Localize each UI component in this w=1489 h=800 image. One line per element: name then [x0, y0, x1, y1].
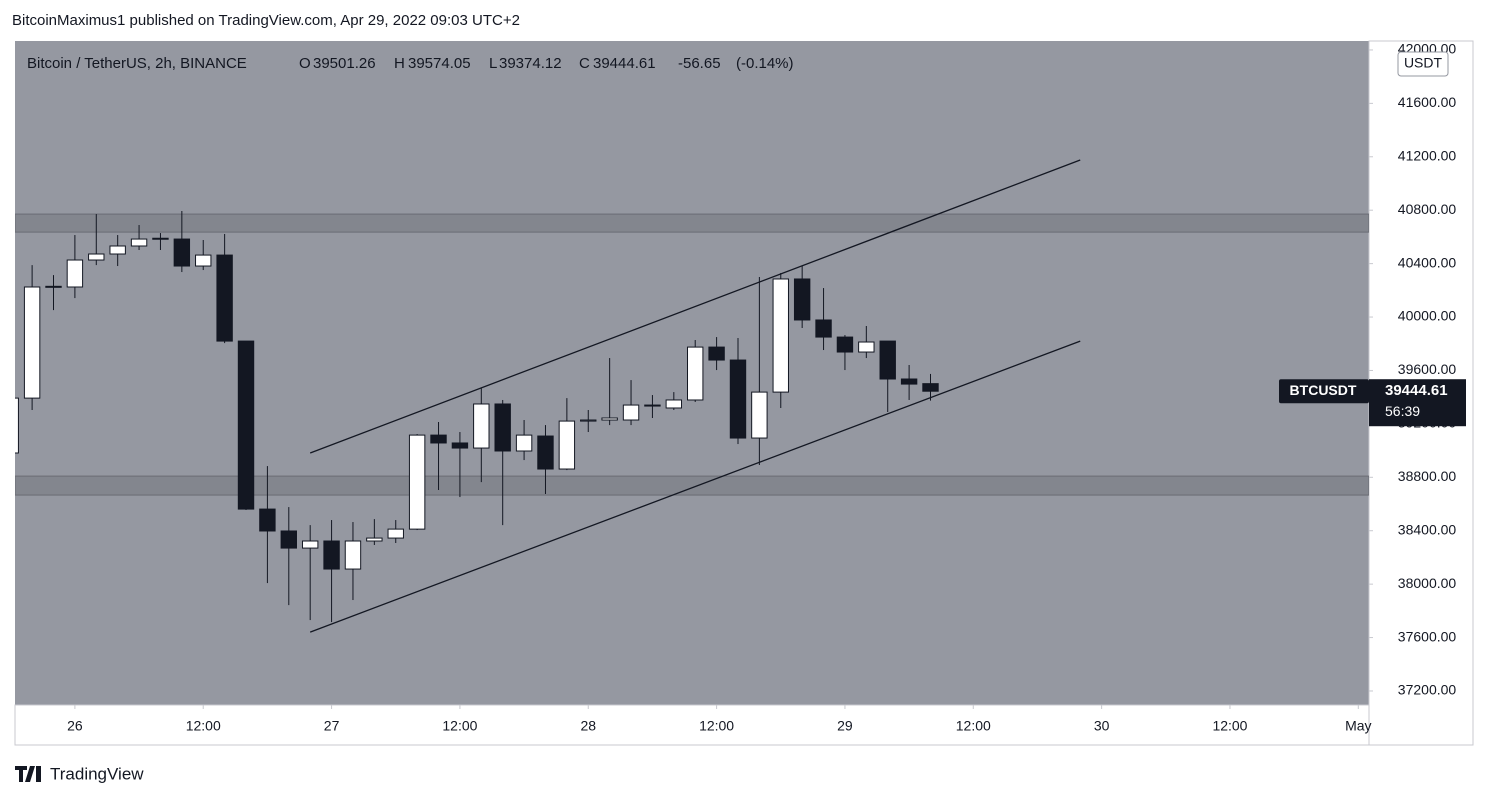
legend-change-percent: (-0.14%): [736, 55, 794, 72]
candle-body: [66, 259, 84, 288]
legend-value: 39444.61: [593, 55, 656, 72]
candle-body: [473, 403, 490, 449]
countdown-label: 56:39: [1385, 403, 1420, 419]
candle-body: [387, 528, 404, 539]
legend-symbol: Bitcoin / TetherUS, 2h, BINANCE: [27, 55, 247, 72]
y-tick-label: 40000.00: [1398, 308, 1457, 324]
candle-body: [515, 434, 533, 452]
ticker-label: BTCUSDT: [1290, 382, 1357, 398]
candle-body: [622, 404, 640, 421]
axes: 37200.00 37600.00 38000.00 38400.00 38800.00…: [27, 41, 1466, 734]
currency-label: USDT: [1404, 55, 1443, 71]
x-tick-label: 12:00: [699, 718, 734, 734]
candle-body: [109, 245, 126, 255]
candle-body: [708, 346, 725, 361]
legend: Bitcoin / TetherUS, 2h, BINANCE O 39501.26…: [27, 55, 794, 72]
channel-line: [309, 159, 1081, 454]
x-tick-label: 12:00: [186, 718, 221, 734]
legend-value: 39574.05: [408, 55, 471, 72]
legend-change: -56.65: [678, 55, 721, 72]
candle-body: [858, 341, 875, 353]
y-tick-label: 39600.00: [1398, 361, 1457, 377]
candle-body: [301, 540, 319, 549]
y-tick-label: 38800.00: [1398, 468, 1457, 484]
x-tick-label: May: [1345, 718, 1371, 734]
candle-body: [280, 530, 297, 549]
y-tick-label: 41200.00: [1398, 147, 1457, 163]
candle-body: [558, 420, 576, 470]
footer-brand: TradingView: [50, 764, 144, 783]
candle-body: [729, 359, 747, 439]
candle-body: [237, 340, 255, 510]
x-tick-label: 12:00: [442, 718, 477, 734]
footer-logo: TradingView: [15, 764, 144, 783]
price-box: [1369, 379, 1466, 427]
candle-body: [922, 383, 939, 392]
ticker-box: [1279, 379, 1369, 404]
candle-body: [815, 319, 832, 338]
candle-body: [88, 253, 105, 261]
candle-body: [537, 435, 554, 470]
y-tick-label: 37600.00: [1398, 628, 1457, 644]
candle-body: [644, 404, 661, 407]
candle-body: [15, 397, 19, 454]
candle-body: [344, 540, 362, 570]
x-tick-label: 27: [324, 718, 340, 734]
x-tick-label: 12:00: [1212, 718, 1247, 734]
plot: [15, 159, 1369, 633]
candle-body: [259, 508, 276, 532]
y-tick-label: 38400.00: [1398, 521, 1457, 537]
candle-body: [900, 378, 918, 385]
x-tick-label: 12:00: [956, 718, 991, 734]
x-tick-label: 29: [837, 718, 853, 734]
candle-body: [195, 254, 212, 267]
candle-body: [323, 540, 340, 570]
candle-body: [408, 434, 426, 530]
candle-body: [45, 285, 62, 288]
sr-zone: [15, 213, 1369, 233]
candle-body: [366, 537, 383, 542]
candle-body: [23, 286, 41, 399]
legend-key: H: [394, 55, 405, 72]
candle-body: [430, 434, 447, 444]
legend-key: C: [579, 55, 590, 72]
candle-body: [751, 391, 768, 439]
time-axis: [14, 704, 1370, 746]
channel-line: [309, 340, 1081, 633]
candle-body: [152, 237, 169, 240]
candle-body: [687, 346, 704, 401]
candle-body: [772, 278, 789, 393]
candle-body: [580, 419, 597, 422]
candle-body: [665, 399, 683, 409]
candle-body: [494, 403, 511, 452]
candle-body: [173, 238, 191, 267]
x-tick-label: 28: [580, 718, 596, 734]
legend-value: 39374.12: [499, 55, 562, 72]
last-price-label: 39444.61: [1385, 382, 1448, 399]
candle-body: [836, 336, 854, 353]
legend-key: L: [489, 55, 497, 72]
y-tick-label: 40400.00: [1398, 254, 1457, 270]
x-tick-label: 30: [1094, 718, 1110, 734]
candle-body: [601, 417, 618, 421]
x-tick-label: 26: [67, 718, 83, 734]
sr-zone: [15, 475, 1369, 496]
legend-value: 39501.26: [313, 55, 376, 72]
candle-body: [216, 254, 233, 342]
y-tick-label: 38000.00: [1398, 575, 1457, 591]
legend-key: O: [299, 55, 311, 72]
y-tick-label: 40800.00: [1398, 201, 1457, 217]
publish-header: BitcoinMaximus1 published on TradingView…: [12, 12, 520, 29]
candle-body: [451, 442, 469, 449]
candle-body: [793, 278, 811, 321]
y-tick-label: 41600.00: [1398, 94, 1457, 110]
candle-body: [879, 340, 896, 380]
y-tick-label: 37200.00: [1398, 682, 1457, 698]
candle-body: [130, 238, 148, 247]
currency-badge: [1397, 51, 1449, 77]
